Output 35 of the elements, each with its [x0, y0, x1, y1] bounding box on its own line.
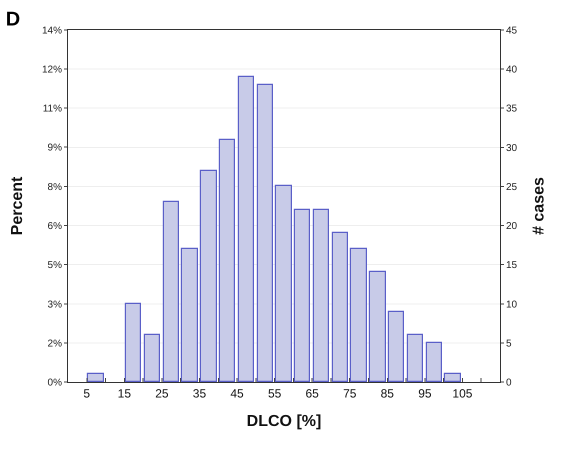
- y2-tick-label: 35: [506, 104, 518, 115]
- y2-tick-label: 15: [506, 260, 518, 272]
- y2-tick-label: 5: [506, 338, 512, 350]
- y-tick-label: 0%: [48, 378, 62, 388]
- y-tick-label: 11%: [42, 104, 62, 115]
- chart-title: D: [6, 8, 20, 30]
- y-tick-label: 12%: [42, 64, 62, 76]
- x-tick-label: 105: [452, 386, 473, 400]
- x-tick-label: 75: [343, 386, 357, 400]
- x-tick-label: 85: [380, 386, 394, 400]
- y-tick-label: 2%: [48, 338, 62, 350]
- y-tick-label: 5%: [48, 260, 62, 272]
- y2-tick-label: 30: [506, 142, 518, 154]
- x-tick-label: 65: [305, 386, 320, 400]
- x-tick-label: 25: [155, 386, 169, 400]
- y-tick-label: 14%: [42, 26, 62, 36]
- y2-axis-title: # cases: [530, 176, 548, 235]
- y-tick-label: 3%: [48, 299, 62, 310]
- y2-tick-label: 0: [506, 378, 512, 388]
- y-tick-label: 6%: [48, 221, 62, 232]
- y-tick-label: 9%: [48, 142, 62, 154]
- y-axis-title: Percent: [8, 176, 26, 236]
- x-tick-label: 45: [230, 386, 244, 400]
- y2-tick-label: 25: [506, 182, 518, 193]
- x-axis-title: DLCO [%]: [246, 413, 322, 430]
- y-tick-label: 8%: [48, 182, 62, 193]
- y2-tick-label: 10: [506, 299, 518, 310]
- x-tick-label: 5: [83, 386, 90, 400]
- x-tick-label: 95: [418, 386, 432, 400]
- x-tick-label: 55: [268, 386, 282, 400]
- y2-tick-label: 40: [506, 64, 518, 76]
- x-tick-label: 35: [192, 386, 206, 400]
- y2-tick-label: 20: [506, 221, 518, 232]
- x-tick-label: 15: [118, 386, 132, 400]
- y2-tick-label: 45: [506, 26, 518, 36]
